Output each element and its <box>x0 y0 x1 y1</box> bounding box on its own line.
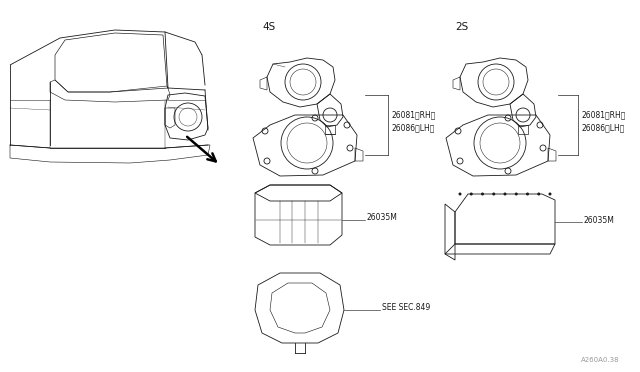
Text: 26086〈LH〉: 26086〈LH〉 <box>582 124 625 132</box>
Text: 26035M: 26035M <box>584 215 615 224</box>
Circle shape <box>537 192 540 196</box>
Circle shape <box>470 192 473 196</box>
Circle shape <box>548 192 552 196</box>
Text: 26081〈RH〉: 26081〈RH〉 <box>392 110 436 119</box>
Circle shape <box>515 192 518 196</box>
Text: 26086〈LH〉: 26086〈LH〉 <box>392 124 435 132</box>
Circle shape <box>481 192 484 196</box>
Text: 26035M: 26035M <box>367 212 398 221</box>
Circle shape <box>504 192 506 196</box>
Text: A260A0.38: A260A0.38 <box>581 357 620 363</box>
Text: 26081〈RH〉: 26081〈RH〉 <box>582 110 627 119</box>
Text: SEE SEC.849: SEE SEC.849 <box>382 304 430 312</box>
Circle shape <box>526 192 529 196</box>
Text: 2S: 2S <box>455 22 468 32</box>
Text: 4S: 4S <box>262 22 275 32</box>
Circle shape <box>458 192 461 196</box>
Circle shape <box>492 192 495 196</box>
